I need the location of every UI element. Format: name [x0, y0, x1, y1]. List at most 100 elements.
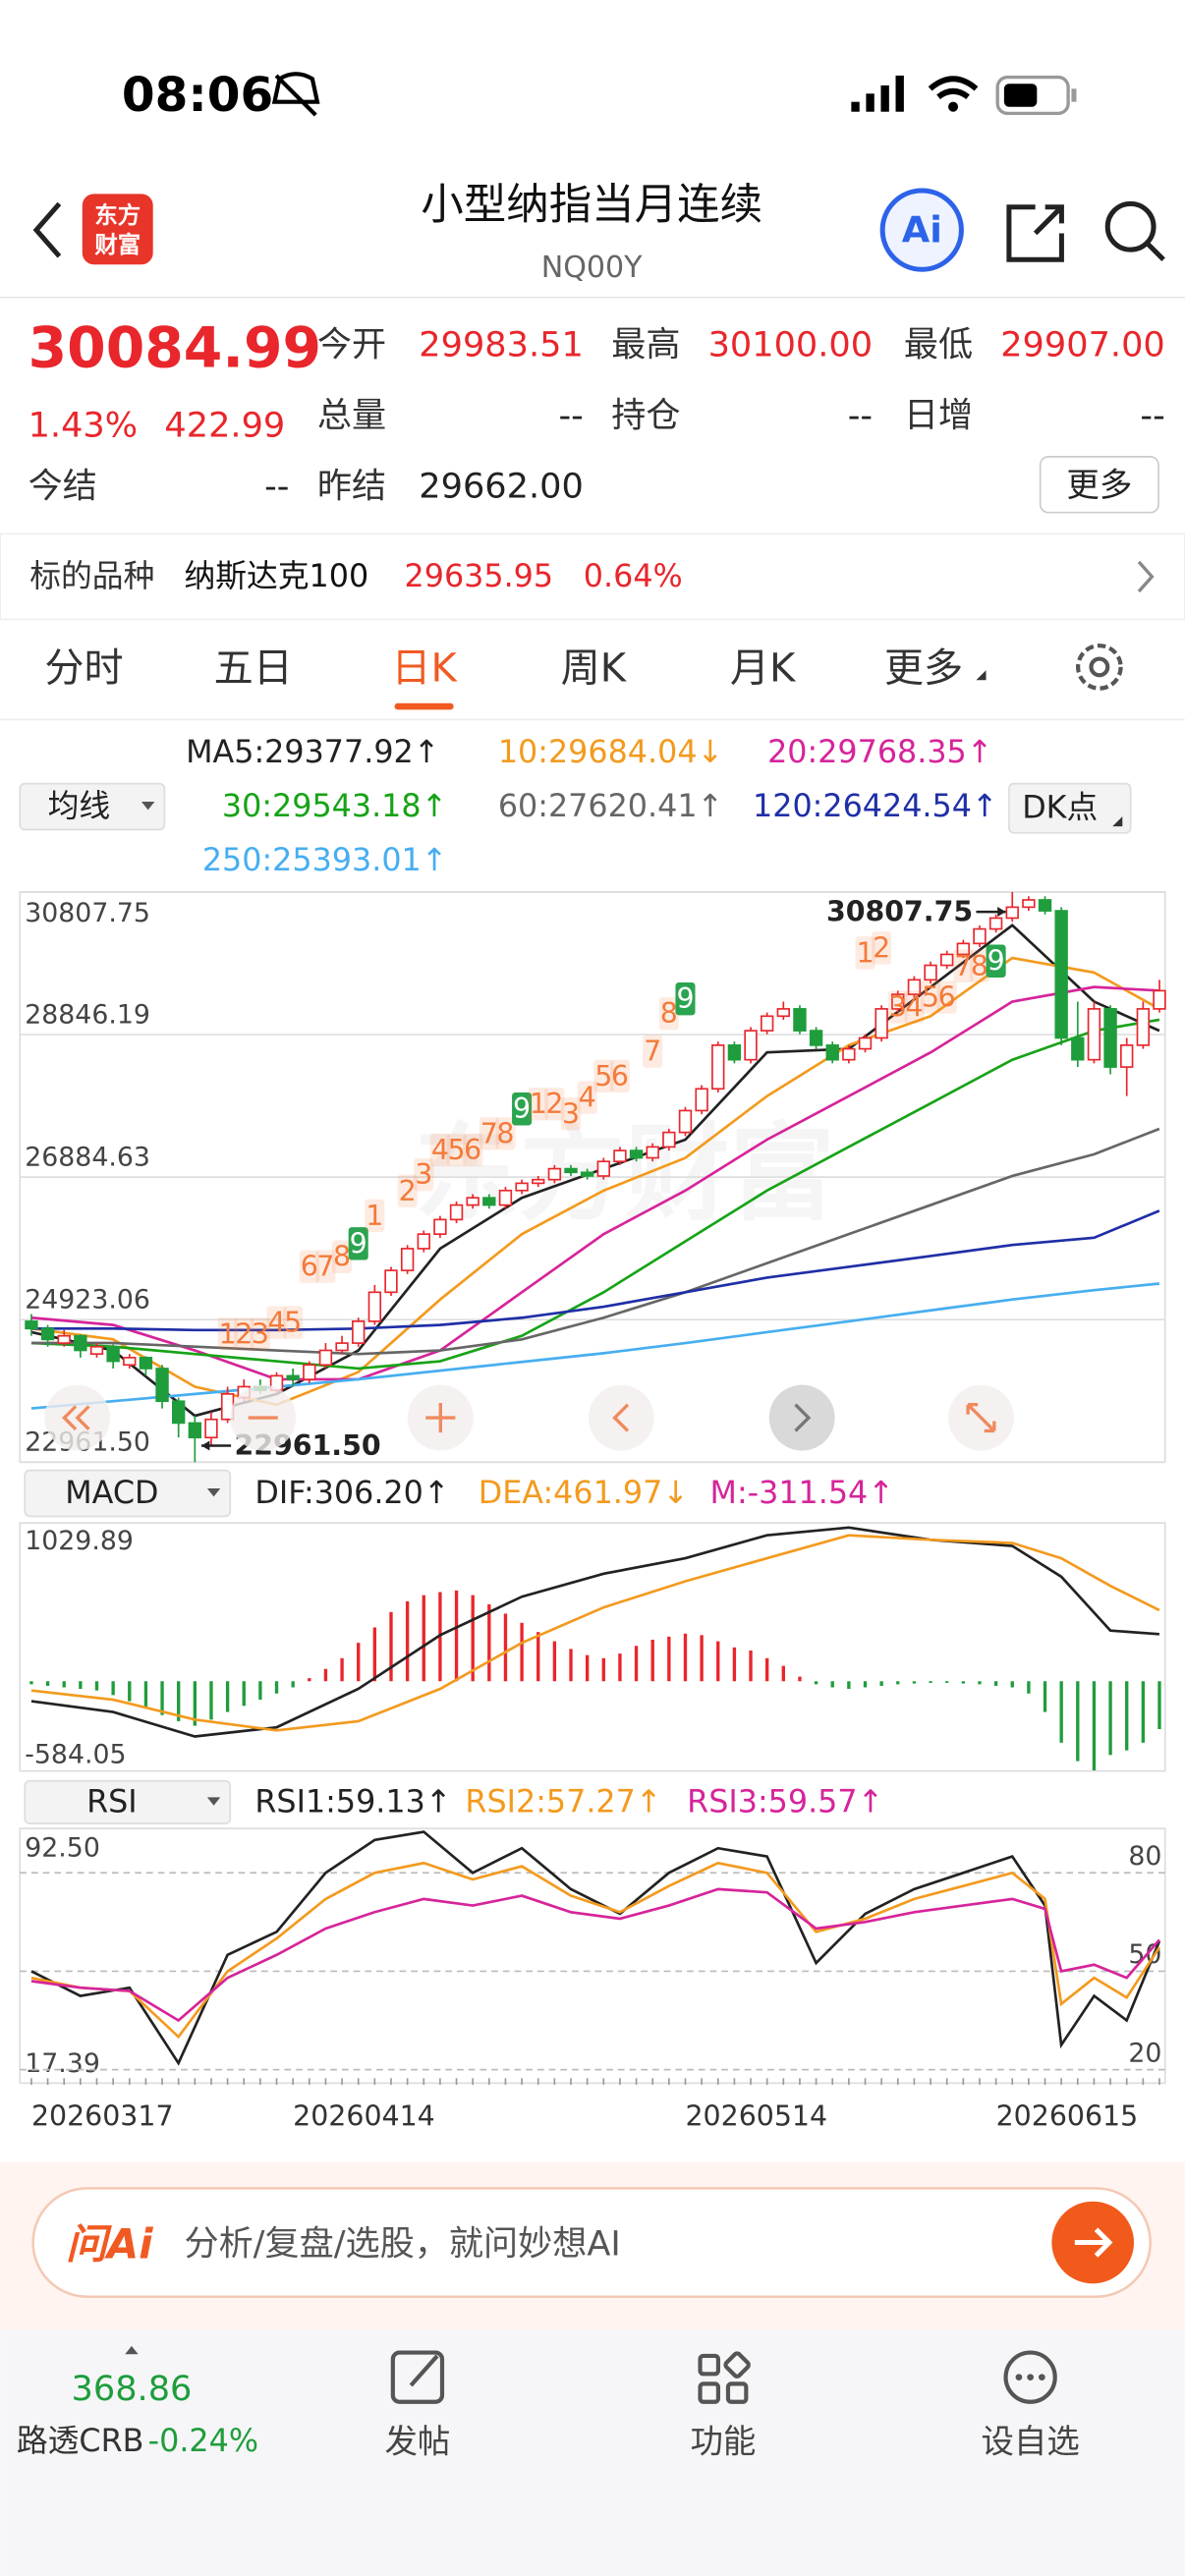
candle-body	[1087, 1008, 1101, 1061]
x-tick-label: 20260514	[685, 2100, 827, 2132]
td-box	[266, 1306, 287, 1339]
histogram-bar	[45, 1681, 50, 1686]
select-caret	[141, 802, 155, 811]
histogram-bar	[650, 1640, 654, 1682]
histogram-bar	[503, 1613, 508, 1682]
indicator-legend: 60:27620.41↑	[498, 789, 723, 824]
tab-underline	[394, 702, 454, 710]
td-box	[512, 1092, 533, 1126]
x-tick-label: 20260615	[996, 2100, 1139, 2132]
nav-label[interactable]: 设自选	[981, 2422, 1079, 2460]
nav-label[interactable]: 发帖	[384, 2422, 450, 2460]
indicator-legend: 30:29543.18↑	[222, 789, 447, 824]
share-button[interactable]	[1006, 204, 1064, 262]
rsi-select[interactable]	[24, 1779, 232, 1824]
y-tick-label: -584.05	[25, 1739, 126, 1769]
tab[interactable]: 分时	[44, 646, 123, 692]
candle-body	[695, 1088, 708, 1112]
td-label: 1	[530, 1088, 547, 1120]
candle-body	[449, 1204, 464, 1221]
histogram-bar	[405, 1600, 410, 1682]
histogram-bar	[1157, 1681, 1161, 1729]
ma-select[interactable]	[19, 782, 166, 831]
candle-body	[1153, 989, 1166, 1010]
candle-body	[776, 1008, 790, 1018]
tab[interactable]: 五日	[214, 646, 293, 692]
post-icon[interactable]	[390, 2350, 445, 2404]
candle-body	[825, 1044, 839, 1061]
histogram-bar	[1010, 1681, 1014, 1688]
ai-send[interactable]	[1051, 2201, 1134, 2284]
td-box	[953, 949, 974, 982]
td-box	[658, 996, 679, 1031]
candle-body	[678, 1109, 693, 1134]
candle-body	[907, 979, 922, 995]
zoom-in[interactable]	[407, 1384, 474, 1451]
td-box	[234, 1317, 254, 1351]
index-caret	[125, 2345, 139, 2355]
td-box	[609, 1059, 630, 1093]
dk-button[interactable]	[1008, 782, 1132, 834]
more-button[interactable]	[1039, 456, 1159, 514]
candle-body	[25, 1320, 38, 1330]
macd-select[interactable]	[24, 1469, 232, 1518]
td-label: 3	[415, 1158, 432, 1191]
candle-body	[613, 1149, 627, 1163]
candle-body	[547, 1167, 562, 1181]
chevron	[1137, 560, 1155, 593]
candle-body	[940, 953, 954, 967]
tab[interactable]: 日K	[391, 646, 458, 692]
search-button[interactable]	[1104, 200, 1165, 261]
zoom-out[interactable]	[230, 1384, 297, 1451]
histogram-bar	[764, 1657, 769, 1682]
candle-body	[172, 1400, 186, 1425]
candle-body	[515, 1182, 529, 1192]
td-box	[250, 1317, 270, 1351]
candle-body	[139, 1357, 153, 1370]
back-button[interactable]	[32, 201, 62, 258]
ai-placeholder: 分析/复盘/选股，就问妙想AI	[184, 2224, 620, 2265]
td-label: 6	[464, 1134, 481, 1166]
select-caret	[206, 1488, 221, 1497]
indicator-line	[30, 1209, 1160, 1332]
underlying-row[interactable]	[0, 532, 1185, 621]
td-box	[936, 980, 957, 1014]
histogram-bar	[1141, 1681, 1146, 1743]
settings-button[interactable]	[1076, 644, 1123, 691]
ai-button[interactable]	[879, 188, 964, 272]
tab[interactable]: 更多	[884, 646, 963, 692]
ai-input[interactable]	[31, 2187, 1152, 2298]
last-price: 30084.99	[28, 316, 321, 381]
dropdown-caret	[976, 670, 987, 681]
candle-body	[188, 1422, 202, 1439]
candle-body	[1054, 910, 1068, 1039]
td-label: 5	[594, 1060, 612, 1092]
candle-body	[106, 1345, 120, 1363]
step-right[interactable]	[768, 1384, 835, 1451]
tab[interactable]: 周K	[561, 646, 628, 692]
td-label: 8	[496, 1117, 514, 1149]
histogram-bar	[830, 1681, 834, 1688]
histogram-bar	[879, 1681, 883, 1686]
scroll-left[interactable]	[44, 1384, 111, 1451]
histogram-bar	[323, 1668, 328, 1682]
nav-label[interactable]: 功能	[691, 2422, 757, 2460]
ai-brand: 问Ai	[66, 2220, 153, 2268]
candle-body	[1005, 906, 1019, 920]
td-box	[332, 1240, 353, 1273]
tab[interactable]: 月K	[730, 646, 797, 692]
histogram-bar	[716, 1641, 720, 1682]
td-label: 7	[644, 1036, 661, 1068]
candle-body	[596, 1160, 610, 1177]
histogram-bar	[978, 1681, 982, 1685]
watchlist-icon[interactable]	[1003, 2350, 1057, 2404]
td-label: 9	[513, 1092, 531, 1125]
candle-body	[580, 1171, 594, 1177]
function-icon[interactable]	[698, 2351, 751, 2404]
fullscreen[interactable]	[948, 1384, 1014, 1451]
td-label: 9	[350, 1227, 367, 1260]
step-left[interactable]	[588, 1384, 654, 1451]
indicator-legend: DIF:306.20↑	[254, 1476, 449, 1511]
histogram-bar	[1043, 1681, 1047, 1712]
histogram-bar	[225, 1681, 230, 1712]
